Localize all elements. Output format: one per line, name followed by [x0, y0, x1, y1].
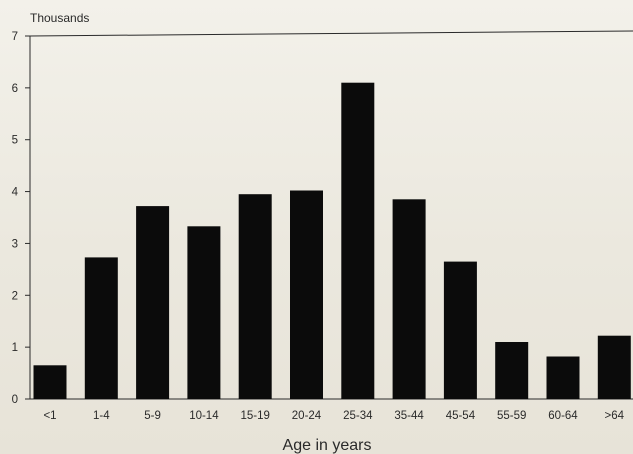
- chart-top-border: [29, 30, 633, 37]
- x-axis-title: Age in years: [283, 437, 372, 454]
- x-tick-label: 35-44: [394, 410, 424, 422]
- x-axis-ticks: <1 1-4 5-9 10-14 15-19 20-24 25-34 35-44 45-54 55…: [43, 410, 624, 422]
- x-tick-label: 45-54: [446, 410, 476, 422]
- x-tick-label: 1-4: [93, 410, 110, 422]
- y-tick-label: 1: [12, 342, 18, 354]
- y-tick-label: 6: [12, 83, 18, 95]
- x-tick-label: 20-24: [292, 410, 322, 422]
- x-tick-label: 55-59: [497, 410, 526, 422]
- y-axis-unit-label: Thousands: [30, 11, 89, 25]
- y-tick-label: 0: [12, 394, 18, 406]
- bar-2: [136, 206, 170, 399]
- bar-7: [392, 199, 426, 399]
- bar-8: [443, 261, 477, 399]
- bar-6: [341, 82, 375, 399]
- x-tick-label: >64: [605, 410, 625, 422]
- x-tick-label: 5-9: [144, 410, 161, 422]
- x-tick-label: 15-19: [240, 410, 269, 422]
- y-tick-label: 3: [12, 238, 18, 250]
- bar-5: [290, 190, 323, 399]
- bar-11: [597, 335, 631, 399]
- bar-4: [238, 194, 272, 399]
- y-tick-label: 4: [12, 187, 19, 199]
- y-tick-label: 7: [12, 31, 18, 43]
- x-tick-label: <1: [43, 410, 56, 422]
- x-tick-label: 60-64: [548, 410, 578, 422]
- bar-9: [495, 342, 529, 399]
- bars-group: [33, 82, 631, 399]
- bar-0: [33, 365, 67, 399]
- y-tick-label: 5: [12, 135, 18, 147]
- y-axis-ticks: 0 1 2 3 4 5 6 7: [12, 31, 30, 406]
- x-tick-label: 10-14: [189, 410, 219, 422]
- x-tick-label: 25-34: [343, 410, 373, 422]
- bar-1: [84, 257, 118, 399]
- bar-3: [187, 226, 221, 399]
- y-tick-label: 2: [12, 290, 18, 302]
- bar-10: [546, 356, 580, 399]
